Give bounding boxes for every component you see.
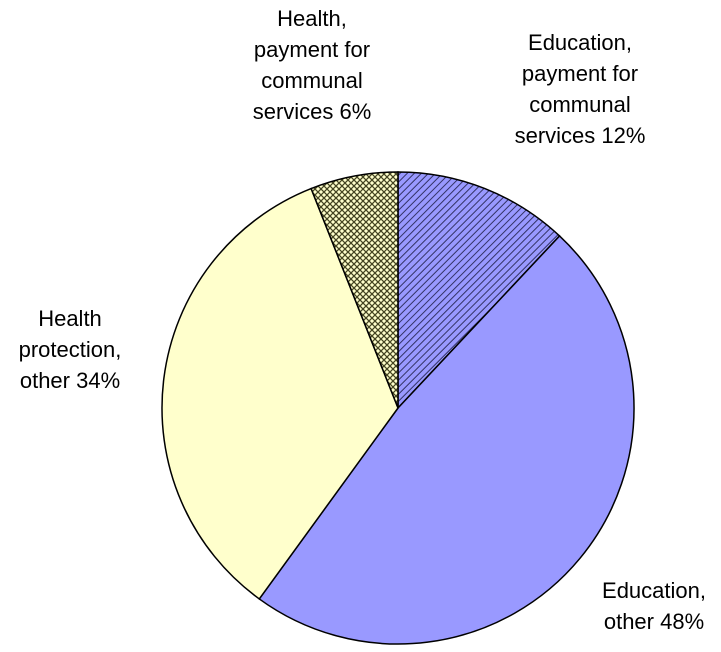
pie-slice-label-line: Health xyxy=(38,306,102,331)
pie-slice-label-line: other 48% xyxy=(604,609,704,634)
pie-labels: Education, payment for communal services 12… xyxy=(19,6,706,634)
pie-slice-label-line: payment for xyxy=(522,61,638,86)
pie-slice-label-3: Health protection, other 34% xyxy=(19,306,122,393)
pie-slice-label-line: Education, xyxy=(602,578,706,603)
pie-slice-label-1: Education, payment for communal services 12… xyxy=(515,30,646,148)
pie-slice-1 xyxy=(397,171,561,410)
pie-slice-label-line: communal xyxy=(529,92,630,117)
pie-slice-label-line: other 34% xyxy=(20,368,120,393)
pie-slice-label-2: Education, other 48% xyxy=(602,578,706,634)
pie-slice-label-line: payment for xyxy=(254,37,370,62)
pie-slice-4 xyxy=(310,171,399,409)
pie-slice-label-line: services 6% xyxy=(253,99,372,124)
pie-slice-2 xyxy=(258,234,635,645)
pie-slice-label-4: Health, payment for communal services 6% xyxy=(253,6,372,124)
pie-slice-label-line: services 12% xyxy=(515,123,646,148)
pie-slice-3 xyxy=(161,187,399,600)
pie-slice-label-line: communal xyxy=(261,68,362,93)
pie-slices xyxy=(161,171,635,645)
pie-slice-label-line: protection, xyxy=(19,337,122,362)
pie-slice-label-line: Education, xyxy=(528,30,632,55)
pie-slice-label-line: Health, xyxy=(277,6,347,31)
